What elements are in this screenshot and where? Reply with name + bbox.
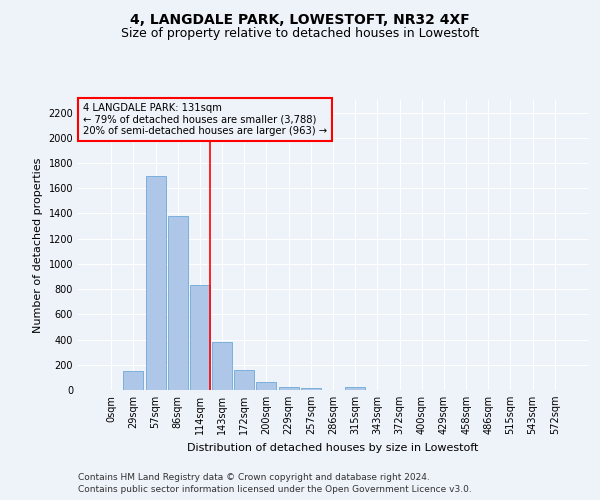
X-axis label: Distribution of detached houses by size in Lowestoft: Distribution of detached houses by size … [187,442,479,452]
Text: Contains HM Land Registry data © Crown copyright and database right 2024.: Contains HM Land Registry data © Crown c… [78,472,430,482]
Text: Size of property relative to detached houses in Lowestoft: Size of property relative to detached ho… [121,28,479,40]
Bar [124,371,143,390]
Bar [301,388,321,390]
Bar [168,216,188,390]
Y-axis label: Number of detached properties: Number of detached properties [33,158,43,332]
Bar [278,387,299,390]
Bar [212,342,232,390]
Bar [345,387,365,390]
Bar [234,370,254,390]
Bar [146,176,166,390]
Bar [256,382,277,390]
Text: 4 LANGDALE PARK: 131sqm
← 79% of detached houses are smaller (3,788)
20% of semi: 4 LANGDALE PARK: 131sqm ← 79% of detache… [83,103,327,136]
Text: 4, LANGDALE PARK, LOWESTOFT, NR32 4XF: 4, LANGDALE PARK, LOWESTOFT, NR32 4XF [130,12,470,26]
Text: Contains public sector information licensed under the Open Government Licence v3: Contains public sector information licen… [78,485,472,494]
Bar [190,286,210,390]
